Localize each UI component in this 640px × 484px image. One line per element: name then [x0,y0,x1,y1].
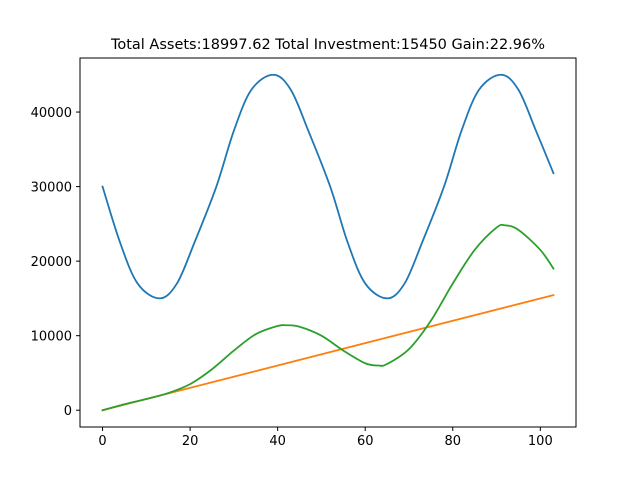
y-axis-ticks: 0 10000 20000 30000 40000 [31,106,80,419]
x-tick-label: 100 [528,434,553,449]
series-layer [101,73,555,412]
y-tick-label: 30000 [31,181,72,196]
x-tick-label: 60 [357,434,374,449]
x-tick-label: 80 [444,434,461,449]
x-tick-label: 0 [98,434,106,449]
series-line-1 [101,73,555,300]
y-tick-label: 0 [64,404,72,419]
x-tick-label: 20 [182,434,199,449]
plot-frame [79,57,577,428]
y-tick-label: 20000 [31,255,72,270]
series-line-3 [101,223,555,412]
chart-title: Total Assets:18997.62 Total Investment:1… [110,37,545,53]
x-axis-ticks: 0 20 40 60 80 100 [98,427,553,449]
x-tick-label: 40 [269,434,286,449]
y-tick-label: 40000 [31,106,72,121]
series-line-2 [101,293,555,412]
y-tick-label: 10000 [31,330,72,345]
